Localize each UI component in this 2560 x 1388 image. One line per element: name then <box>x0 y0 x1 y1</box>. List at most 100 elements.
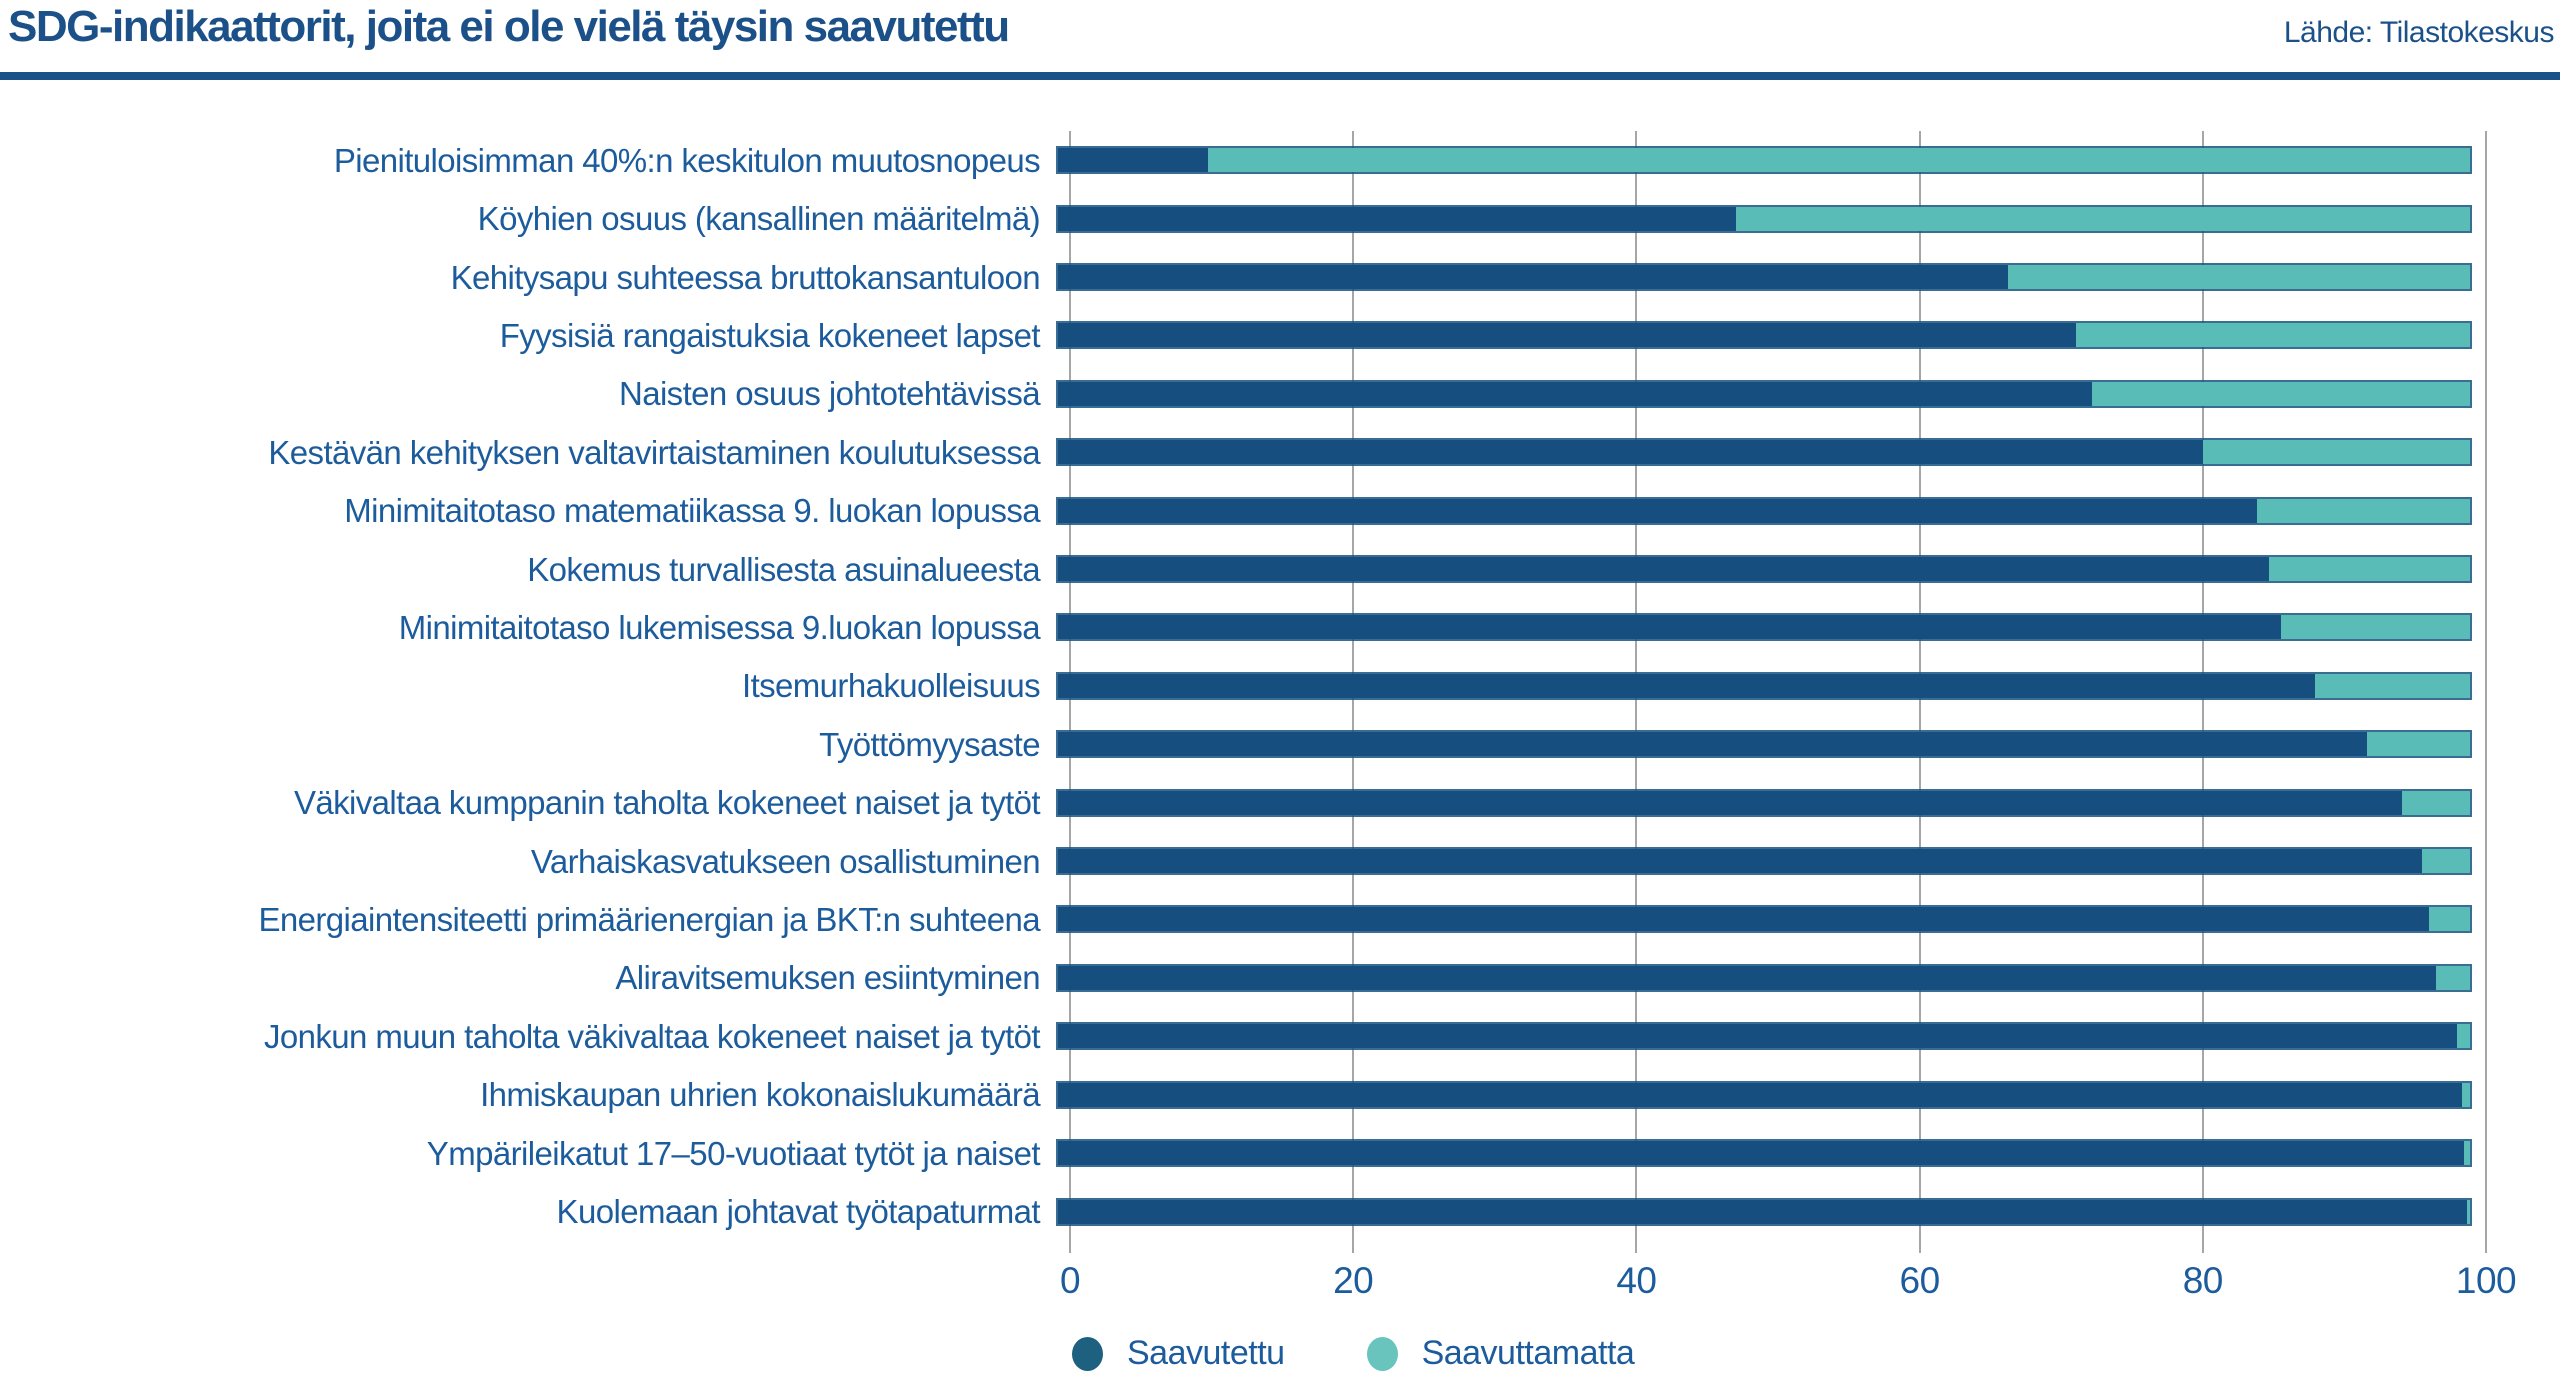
legend-dot-icon <box>1072 1336 1103 1371</box>
not-achieved-segment <box>2008 265 2470 290</box>
not-achieved-segment <box>2467 1199 2470 1224</box>
achieved-segment <box>1058 615 2281 640</box>
category-label: Pienituloisimman 40%:n keskitulon muutos… <box>333 141 1041 179</box>
table-row: Pienituloisimman 40%:n keskitulon muutos… <box>0 131 2560 189</box>
category-label: Ympärileikatut 17–50-vuotiaat tytöt ja n… <box>426 1134 1041 1172</box>
not-achieved-segment <box>2457 1024 2470 1049</box>
stacked-bar <box>1056 146 2472 175</box>
legend-item: Saavutettu <box>1072 1334 1285 1373</box>
legend-dot-icon <box>1366 1336 1398 1371</box>
table-row: Itsemurhakuolleisuus <box>0 657 2560 715</box>
not-achieved-segment <box>2461 1082 2470 1107</box>
chart-legend: Saavutettu Saavuttamatta <box>1072 1334 1716 1373</box>
table-row: Aliravitsemuksen esiintyminen <box>0 949 2560 1007</box>
table-row: Varhaiskasvatukseen osallistuminen <box>0 832 2560 890</box>
not-achieved-segment <box>2421 849 2470 874</box>
stacked-bar <box>1056 1197 2472 1226</box>
achieved-segment <box>1058 1024 2458 1049</box>
achieved-segment <box>1058 206 1736 231</box>
x-tick-label: 40 <box>1616 1260 1657 1301</box>
category-label: Energiaintensiteetti primäärienergian ja… <box>258 900 1041 938</box>
achieved-segment <box>1058 965 2437 990</box>
table-row: Fyysisiä rangaistuksia kokeneet lapset <box>0 306 2560 364</box>
category-label: Jonkun muun taholta väkivaltaa kokeneet … <box>264 1017 1041 1055</box>
stacked-bar <box>1056 671 2472 700</box>
stacked-bar <box>1056 1022 2472 1051</box>
table-row: Köyhien osuus (kansallinen määritelmä) <box>0 189 2560 247</box>
achieved-segment <box>1058 1082 2462 1107</box>
table-row: Naisten osuus johtotehtävissä <box>0 365 2560 423</box>
category-label: Työttömyysaste <box>819 725 1040 763</box>
category-label: Itsemurhakuolleisuus <box>742 667 1041 705</box>
category-label: Minimitaitotaso matematiikassa 9. luokan… <box>344 492 1040 530</box>
table-row: Energiaintensiteetti primäärienergian ja… <box>0 890 2560 948</box>
achieved-segment <box>1058 1141 2465 1166</box>
x-tick-label: 100 <box>2455 1260 2517 1301</box>
category-label: Varhaiskasvatukseen osallistuminen <box>530 842 1041 880</box>
not-achieved-segment <box>2436 965 2470 990</box>
not-achieved-segment <box>2429 907 2470 932</box>
achieved-segment <box>1058 1199 2468 1224</box>
table-row: Minimitaitotaso matematiikassa 9. luokan… <box>0 481 2560 539</box>
stacked-bar <box>1056 555 2472 584</box>
achieved-segment <box>1058 265 2009 290</box>
table-row: Kokemus turvallisesta asuinalueesta <box>0 540 2560 598</box>
stacked-bar <box>1056 263 2472 292</box>
achieved-segment <box>1058 381 2092 406</box>
table-row: Ihmiskaupan uhrien kokonaislukumäärä <box>0 1066 2560 1124</box>
table-row: Väkivaltaa kumppanin taholta kokeneet na… <box>0 773 2560 831</box>
category-label: Minimitaitotaso lukemisessa 9.luokan lop… <box>398 608 1041 646</box>
category-label: Kokemus turvallisesta asuinalueesta <box>527 550 1040 588</box>
not-achieved-segment <box>2076 323 2470 348</box>
stacked-bar <box>1056 788 2472 817</box>
table-row: Minimitaitotaso lukemisessa 9.luokan lop… <box>0 598 2560 656</box>
stacked-bar <box>1056 321 2472 350</box>
category-label: Fyysisiä rangaistuksia kokeneet lapset <box>499 316 1041 354</box>
table-row: Kehitysapu suhteessa bruttokansantuloon <box>0 248 2560 306</box>
stacked-bar <box>1056 204 2472 233</box>
category-label: Kestävän kehityksen valtavirtaistaminen … <box>268 433 1040 471</box>
x-tick-label: 80 <box>2182 1260 2224 1301</box>
achieved-segment <box>1058 323 2077 348</box>
stacked-bar <box>1056 847 2472 876</box>
gridline-100 <box>2485 131 2487 1253</box>
legend-label: Saavuttamatta <box>1421 1334 1635 1372</box>
legend-item: Saavuttamatta <box>1366 1334 1635 1373</box>
not-achieved-segment <box>1735 206 2470 231</box>
stacked-bar <box>1056 730 2472 759</box>
source-text: Lähde: Tilastokeskus <box>2283 16 2555 49</box>
table-row: Kuolemaan johtavat työtapaturmat <box>0 1182 2560 1240</box>
stacked-bar <box>1056 905 2472 934</box>
achieved-segment <box>1058 907 2430 932</box>
x-tick-label: 60 <box>1899 1260 1941 1301</box>
achieved-segment <box>1058 557 2270 582</box>
legend-label: Saavutettu <box>1127 1334 1285 1372</box>
not-achieved-segment <box>2402 790 2470 815</box>
x-tick-label: 20 <box>1333 1260 1374 1301</box>
not-achieved-segment <box>2269 557 2470 582</box>
achieved-segment <box>1058 790 2403 815</box>
stacked-bar <box>1056 379 2472 408</box>
not-achieved-segment <box>2366 732 2470 757</box>
category-label: Kehitysapu suhteessa bruttokansantuloon <box>450 258 1041 296</box>
bar-rows: Pienituloisimman 40%:n keskitulon muutos… <box>0 131 2560 1241</box>
achieved-segment <box>1058 440 2204 465</box>
not-achieved-segment <box>2203 440 2470 465</box>
page-title: SDG-indikaattorit, joita ei ole vielä tä… <box>8 2 1010 51</box>
stacked-bar <box>1056 438 2472 467</box>
not-achieved-segment <box>2256 498 2470 523</box>
table-row: Ympärileikatut 17–50-vuotiaat tytöt ja n… <box>0 1124 2560 1182</box>
stacked-bar <box>1056 496 2472 525</box>
x-tick-label: 0 <box>1059 1260 1081 1301</box>
table-row: Jonkun muun taholta väkivaltaa kokeneet … <box>0 1007 2560 1065</box>
achieved-segment <box>1058 498 2257 523</box>
title-divider <box>0 72 2560 80</box>
category-label: Naisten osuus johtotehtävissä <box>618 375 1041 413</box>
not-achieved-segment <box>2091 381 2470 406</box>
category-label: Kuolemaan johtavat työtapaturmat <box>556 1193 1041 1231</box>
stacked-bar <box>1056 1139 2472 1168</box>
achieved-segment <box>1058 673 2315 698</box>
stacked-bar <box>1056 613 2472 642</box>
achieved-segment <box>1058 148 1208 173</box>
